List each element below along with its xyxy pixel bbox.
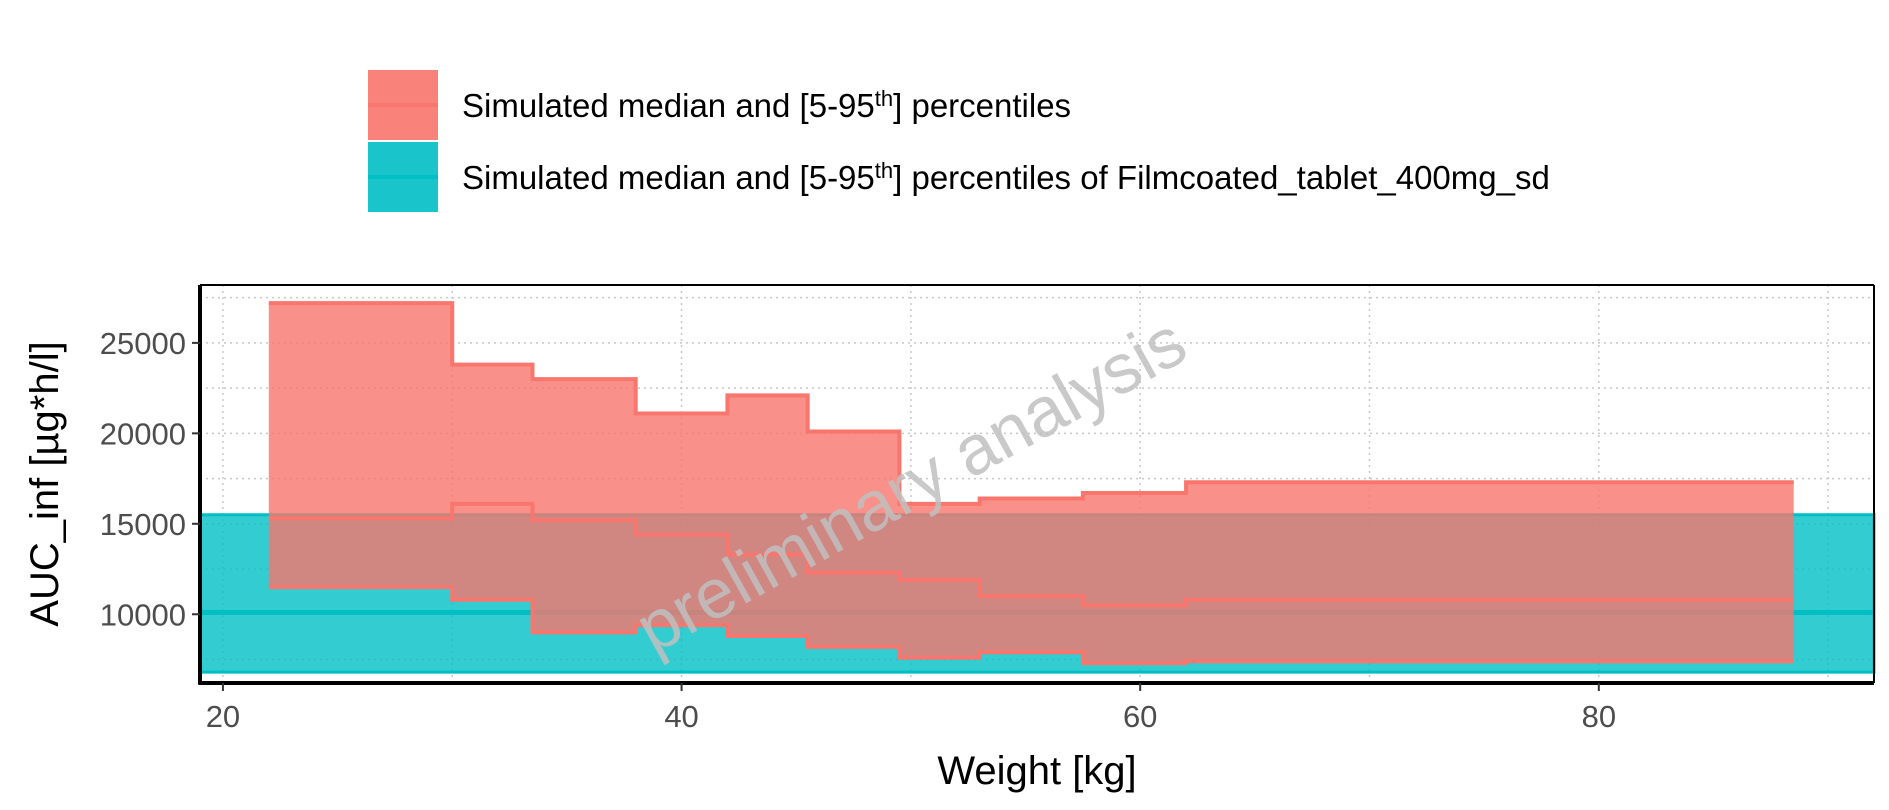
legend-label-reference-a: Simulated median and [5-95 <box>462 87 875 124</box>
plot-area <box>198 301 1876 674</box>
legend-label-comparison-b: ] percentiles of Filmcoated_tablet_400mg… <box>893 159 1550 196</box>
y-tick-label: 10000 <box>100 597 186 632</box>
y-tick-label: 15000 <box>100 507 186 542</box>
legend-label-comparison: Simulated median and [5-95th] percentile… <box>462 158 1550 196</box>
legend-label-reference-b: ] percentiles <box>893 87 1071 124</box>
legend-label-comparison-sup: th <box>875 158 893 183</box>
x-tick-label: 60 <box>1123 699 1157 734</box>
x-tick-label: 20 <box>206 699 240 734</box>
legend-label-comparison-a: Simulated median and [5-95 <box>462 159 875 196</box>
y-tick-label: 25000 <box>100 326 186 361</box>
x-tick-label: 40 <box>664 699 698 734</box>
reference-range-ribbon <box>268 303 1794 664</box>
y-axis-title: AUC_inf [µg*h/l] <box>23 341 67 626</box>
x-tick-label: 80 <box>1582 699 1616 734</box>
axes <box>198 284 1875 685</box>
reference-median-line <box>268 501 1794 608</box>
reference-upper-line <box>268 301 1794 506</box>
legend: Simulated median and [5-95th] percentile… <box>368 70 1550 212</box>
legend-label-reference: Simulated median and [5-95th] percentile… <box>462 86 1071 124</box>
legend-label-reference-sup: th <box>875 86 893 111</box>
reference-lower-line <box>268 585 1794 666</box>
ticks: 20 40 60 80 10000 15000 20000 25000 <box>100 326 1616 734</box>
x-axis-title: Weight [kg] <box>937 749 1136 793</box>
y-tick-label: 20000 <box>100 416 186 451</box>
